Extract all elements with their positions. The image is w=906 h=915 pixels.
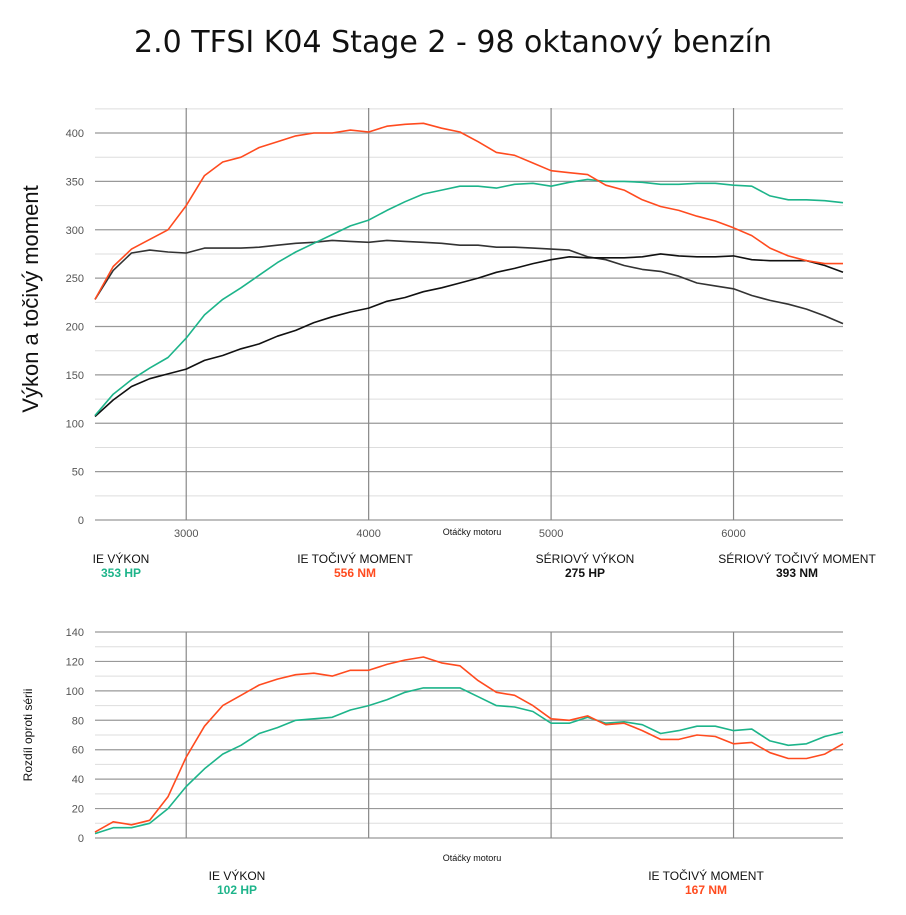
legend-label: IE VÝKON: [93, 551, 150, 566]
series-line-stock_power: [94, 253, 844, 418]
legend-value: 556 NM: [334, 566, 376, 580]
legend-label: SÉRIOVÝ TOČIVÝ MOMENT: [718, 551, 876, 566]
legend-label: IE TOČIVÝ MOMENT: [297, 551, 413, 566]
y-tick-label: 0: [78, 515, 84, 527]
x-tick-label: 5000: [539, 528, 563, 540]
y-axis-label: Rozdíl oproti sérii: [21, 689, 35, 782]
series-line-ie_power: [94, 687, 844, 835]
legend-value: 167 NM: [685, 883, 727, 897]
y-tick-label: 350: [66, 176, 84, 188]
series-line-ie_torque: [94, 656, 844, 833]
main-power-torque-chart: 3000 4000 5000 6000 0 50 100 150 200 250 300 350 400…: [18, 108, 876, 580]
legend-value: 102 HP: [217, 883, 257, 897]
x-tick-label: 3000: [174, 528, 198, 540]
y-tick-label: 300: [66, 225, 84, 237]
y-axis-label: Výkon a točivý moment: [18, 185, 43, 412]
series-line-stock_torque: [94, 239, 844, 325]
y-tick-label: 250: [66, 273, 84, 285]
legend-label: SÉRIOVÝ VÝKON: [536, 551, 635, 566]
y-tick-label: 400: [66, 128, 84, 140]
series-line-ie_power: [94, 178, 844, 417]
chart-title: 2.0 TFSI K04 Stage 2 - 98 oktanový benzí…: [134, 25, 772, 60]
series-line-ie_torque: [94, 122, 843, 300]
y-tick-label: 200: [66, 322, 84, 334]
y-tick-label: 40: [72, 774, 84, 786]
legend-value: 353 HP: [101, 566, 141, 580]
x-axis-label: Otáčky motoru: [443, 853, 502, 863]
y-tick-label: 120: [66, 656, 84, 668]
y-tick-label: 60: [72, 745, 84, 757]
difference-chart: 0 20 40 60 80 100 120 140 Otáčky motoru Rozdíl op…: [21, 627, 844, 897]
y-tick-label: 140: [66, 627, 84, 639]
x-tick-label: 4000: [356, 528, 380, 540]
legend-label: IE VÝKON: [209, 868, 266, 883]
x-axis-label: Otáčky motoru: [443, 527, 502, 537]
y-tick-label: 50: [72, 467, 84, 479]
x-tick-label: 6000: [721, 528, 745, 540]
legend-label: IE TOČIVÝ MOMENT: [648, 868, 764, 883]
legend-value: 393 NM: [776, 566, 818, 580]
y-tick-label: 20: [72, 804, 84, 816]
y-tick-label: 0: [78, 833, 84, 845]
legend-value: 275 HP: [565, 566, 605, 580]
y-tick-label: 150: [66, 370, 84, 382]
y-tick-label: 80: [72, 715, 84, 727]
y-tick-label: 100: [66, 418, 84, 430]
y-tick-label: 100: [66, 686, 84, 698]
